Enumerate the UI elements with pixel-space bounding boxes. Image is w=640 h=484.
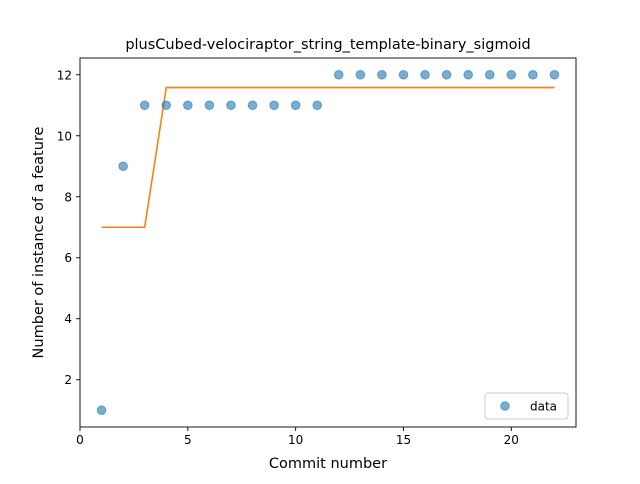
x-tick-label: 5 <box>184 433 192 447</box>
data-point <box>463 69 473 80</box>
x-axis-label: Commit number <box>269 456 387 472</box>
legend-label-data: data <box>530 400 557 414</box>
data-point <box>355 69 366 80</box>
data-point <box>420 69 430 80</box>
data-point <box>118 161 128 172</box>
y-tick-label: 12 <box>57 68 72 82</box>
legend: data <box>484 392 569 420</box>
data-point <box>312 100 323 111</box>
data-point <box>549 69 560 80</box>
y-tick-label: 8 <box>64 190 72 204</box>
data-point <box>204 100 215 111</box>
data-point <box>96 405 107 416</box>
x-tick-label: 20 <box>504 433 519 447</box>
data-point <box>269 100 279 111</box>
legend-marker-data <box>500 401 510 411</box>
data-point <box>528 69 538 80</box>
data-point <box>183 100 193 111</box>
fit-line <box>101 86 555 229</box>
data-point <box>484 69 495 80</box>
x-axis-ticks: 0 5 10 15 20 <box>76 427 519 447</box>
legend-box <box>484 392 569 420</box>
data-point <box>226 100 236 111</box>
plot-marks <box>96 69 560 416</box>
y-axis-ticks: 2 4 6 8 10 12 <box>57 68 80 387</box>
data-point <box>377 69 387 80</box>
x-tick-label: 0 <box>76 433 84 447</box>
chart-title: plusCubed-velociraptor_string_template-b… <box>125 37 530 53</box>
data-point <box>247 100 258 111</box>
y-axis-label: Number of instance of a feature <box>31 126 47 358</box>
x-tick-label: 10 <box>288 433 303 447</box>
axes-frame <box>79 57 577 428</box>
y-tick-label: 2 <box>64 373 72 387</box>
x-tick-label: 15 <box>396 433 411 447</box>
data-point <box>441 69 452 80</box>
data-point <box>506 69 517 80</box>
y-tick-label: 4 <box>64 312 72 326</box>
data-point <box>333 69 344 80</box>
data-point <box>290 100 301 111</box>
data-point <box>139 100 150 111</box>
y-tick-label: 10 <box>57 129 72 143</box>
y-tick-label: 6 <box>64 251 72 265</box>
data-point <box>398 69 409 80</box>
data-point <box>161 100 172 111</box>
